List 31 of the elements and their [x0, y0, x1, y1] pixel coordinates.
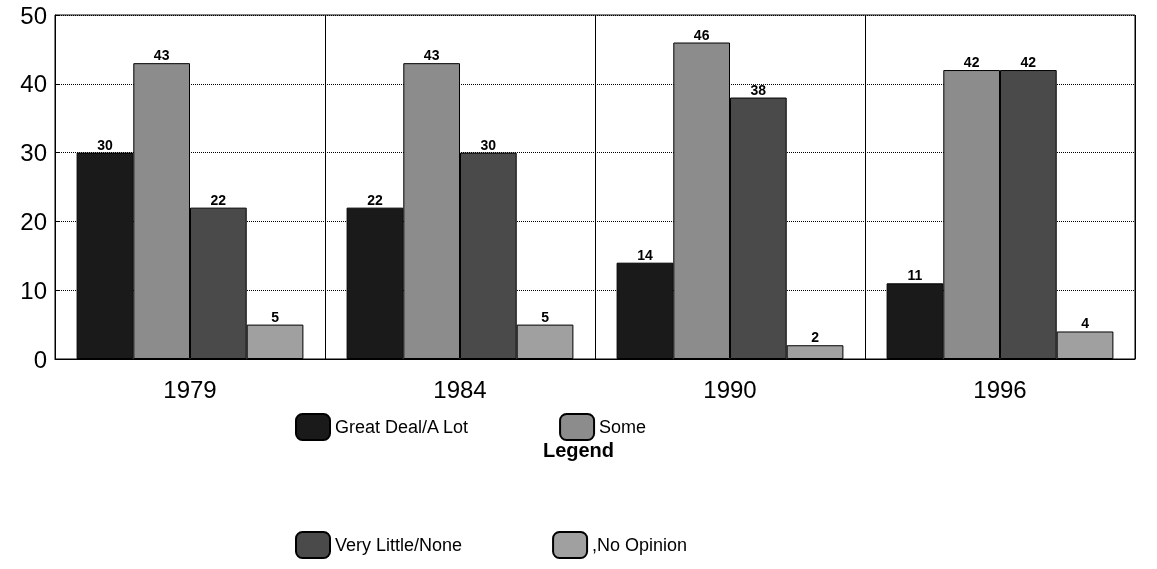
y-tick-label: 50 — [20, 1, 47, 29]
x-tick-label: 1979 — [163, 375, 217, 403]
data-label: 46 — [693, 26, 710, 43]
y-tick-label: 10 — [20, 276, 47, 304]
legend-label: ,No Opinion — [592, 535, 688, 555]
data-label: 43 — [153, 47, 170, 64]
legend-label: Very Little/None — [335, 535, 463, 555]
y-tick-label: 30 — [20, 139, 47, 167]
data-label: 30 — [97, 136, 113, 153]
data-label: 5 — [541, 308, 550, 325]
data-label: 42 — [963, 54, 980, 71]
y-tick-label: 0 — [33, 345, 47, 373]
data-label: 5 — [271, 308, 280, 325]
data-label: 43 — [423, 47, 440, 64]
data-label: 42 — [1020, 54, 1037, 71]
data-label: 14 — [637, 246, 653, 263]
data-label: 22 — [367, 191, 383, 208]
legend-title: Legend — [542, 439, 615, 461]
data-label: 2 — [811, 329, 820, 346]
data-label: 4 — [1081, 315, 1090, 332]
legend-label: Some — [599, 417, 647, 437]
x-tick-label: 1996 — [973, 375, 1027, 403]
data-label: 30 — [480, 136, 497, 153]
legend-label: Great Deal/A Lot — [335, 417, 469, 437]
y-tick-label: 40 — [20, 70, 47, 98]
data-label: 22 — [210, 191, 227, 208]
data-label: 11 — [907, 267, 923, 284]
x-tick-label: 1990 — [703, 375, 757, 403]
y-tick-label: 20 — [20, 207, 47, 235]
data-label: 38 — [750, 81, 767, 98]
x-tick-label: 1984 — [433, 375, 487, 403]
